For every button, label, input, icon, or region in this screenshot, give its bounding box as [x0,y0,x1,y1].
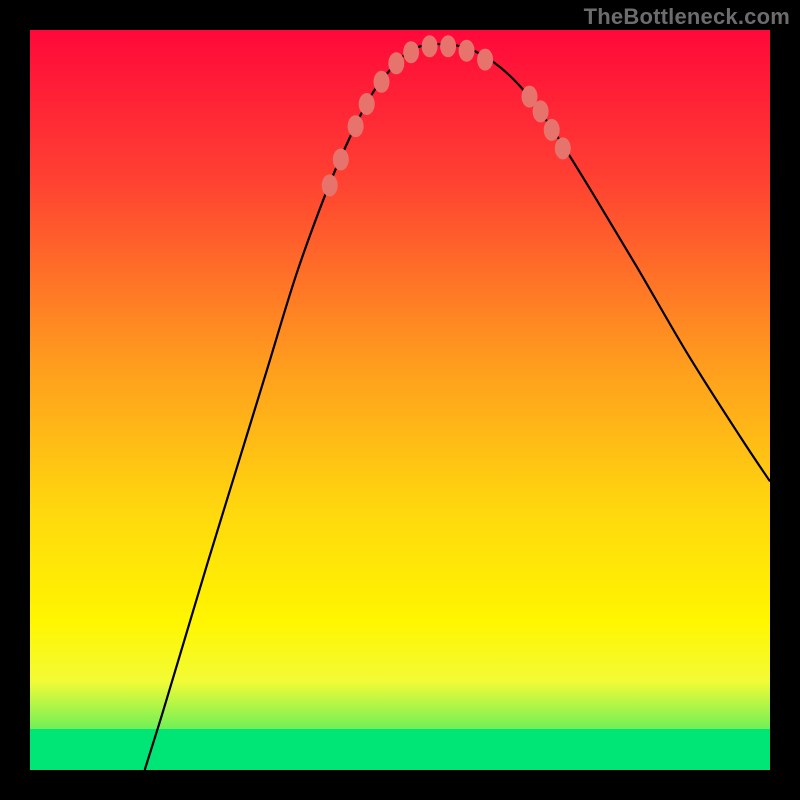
marker-dot [403,41,419,63]
marker-dot [348,115,364,137]
bottleneck-curve [145,44,770,770]
chart-outer-frame: TheBottleneck.com [0,0,800,800]
marker-dot [359,93,375,115]
marker-dot [533,100,549,122]
curve-layer [30,30,770,770]
marker-dot [440,35,456,57]
marker-dot [374,71,390,93]
marker-dot [388,52,404,74]
marker-dot [322,174,338,196]
marker-dot [555,137,571,159]
marker-dot [422,35,438,57]
watermark-text: TheBottleneck.com [584,4,790,30]
marker-dot [459,40,475,62]
marker-dot [333,149,349,171]
marker-dot [477,49,493,71]
plot-area [30,30,770,770]
marker-dot [544,119,560,141]
